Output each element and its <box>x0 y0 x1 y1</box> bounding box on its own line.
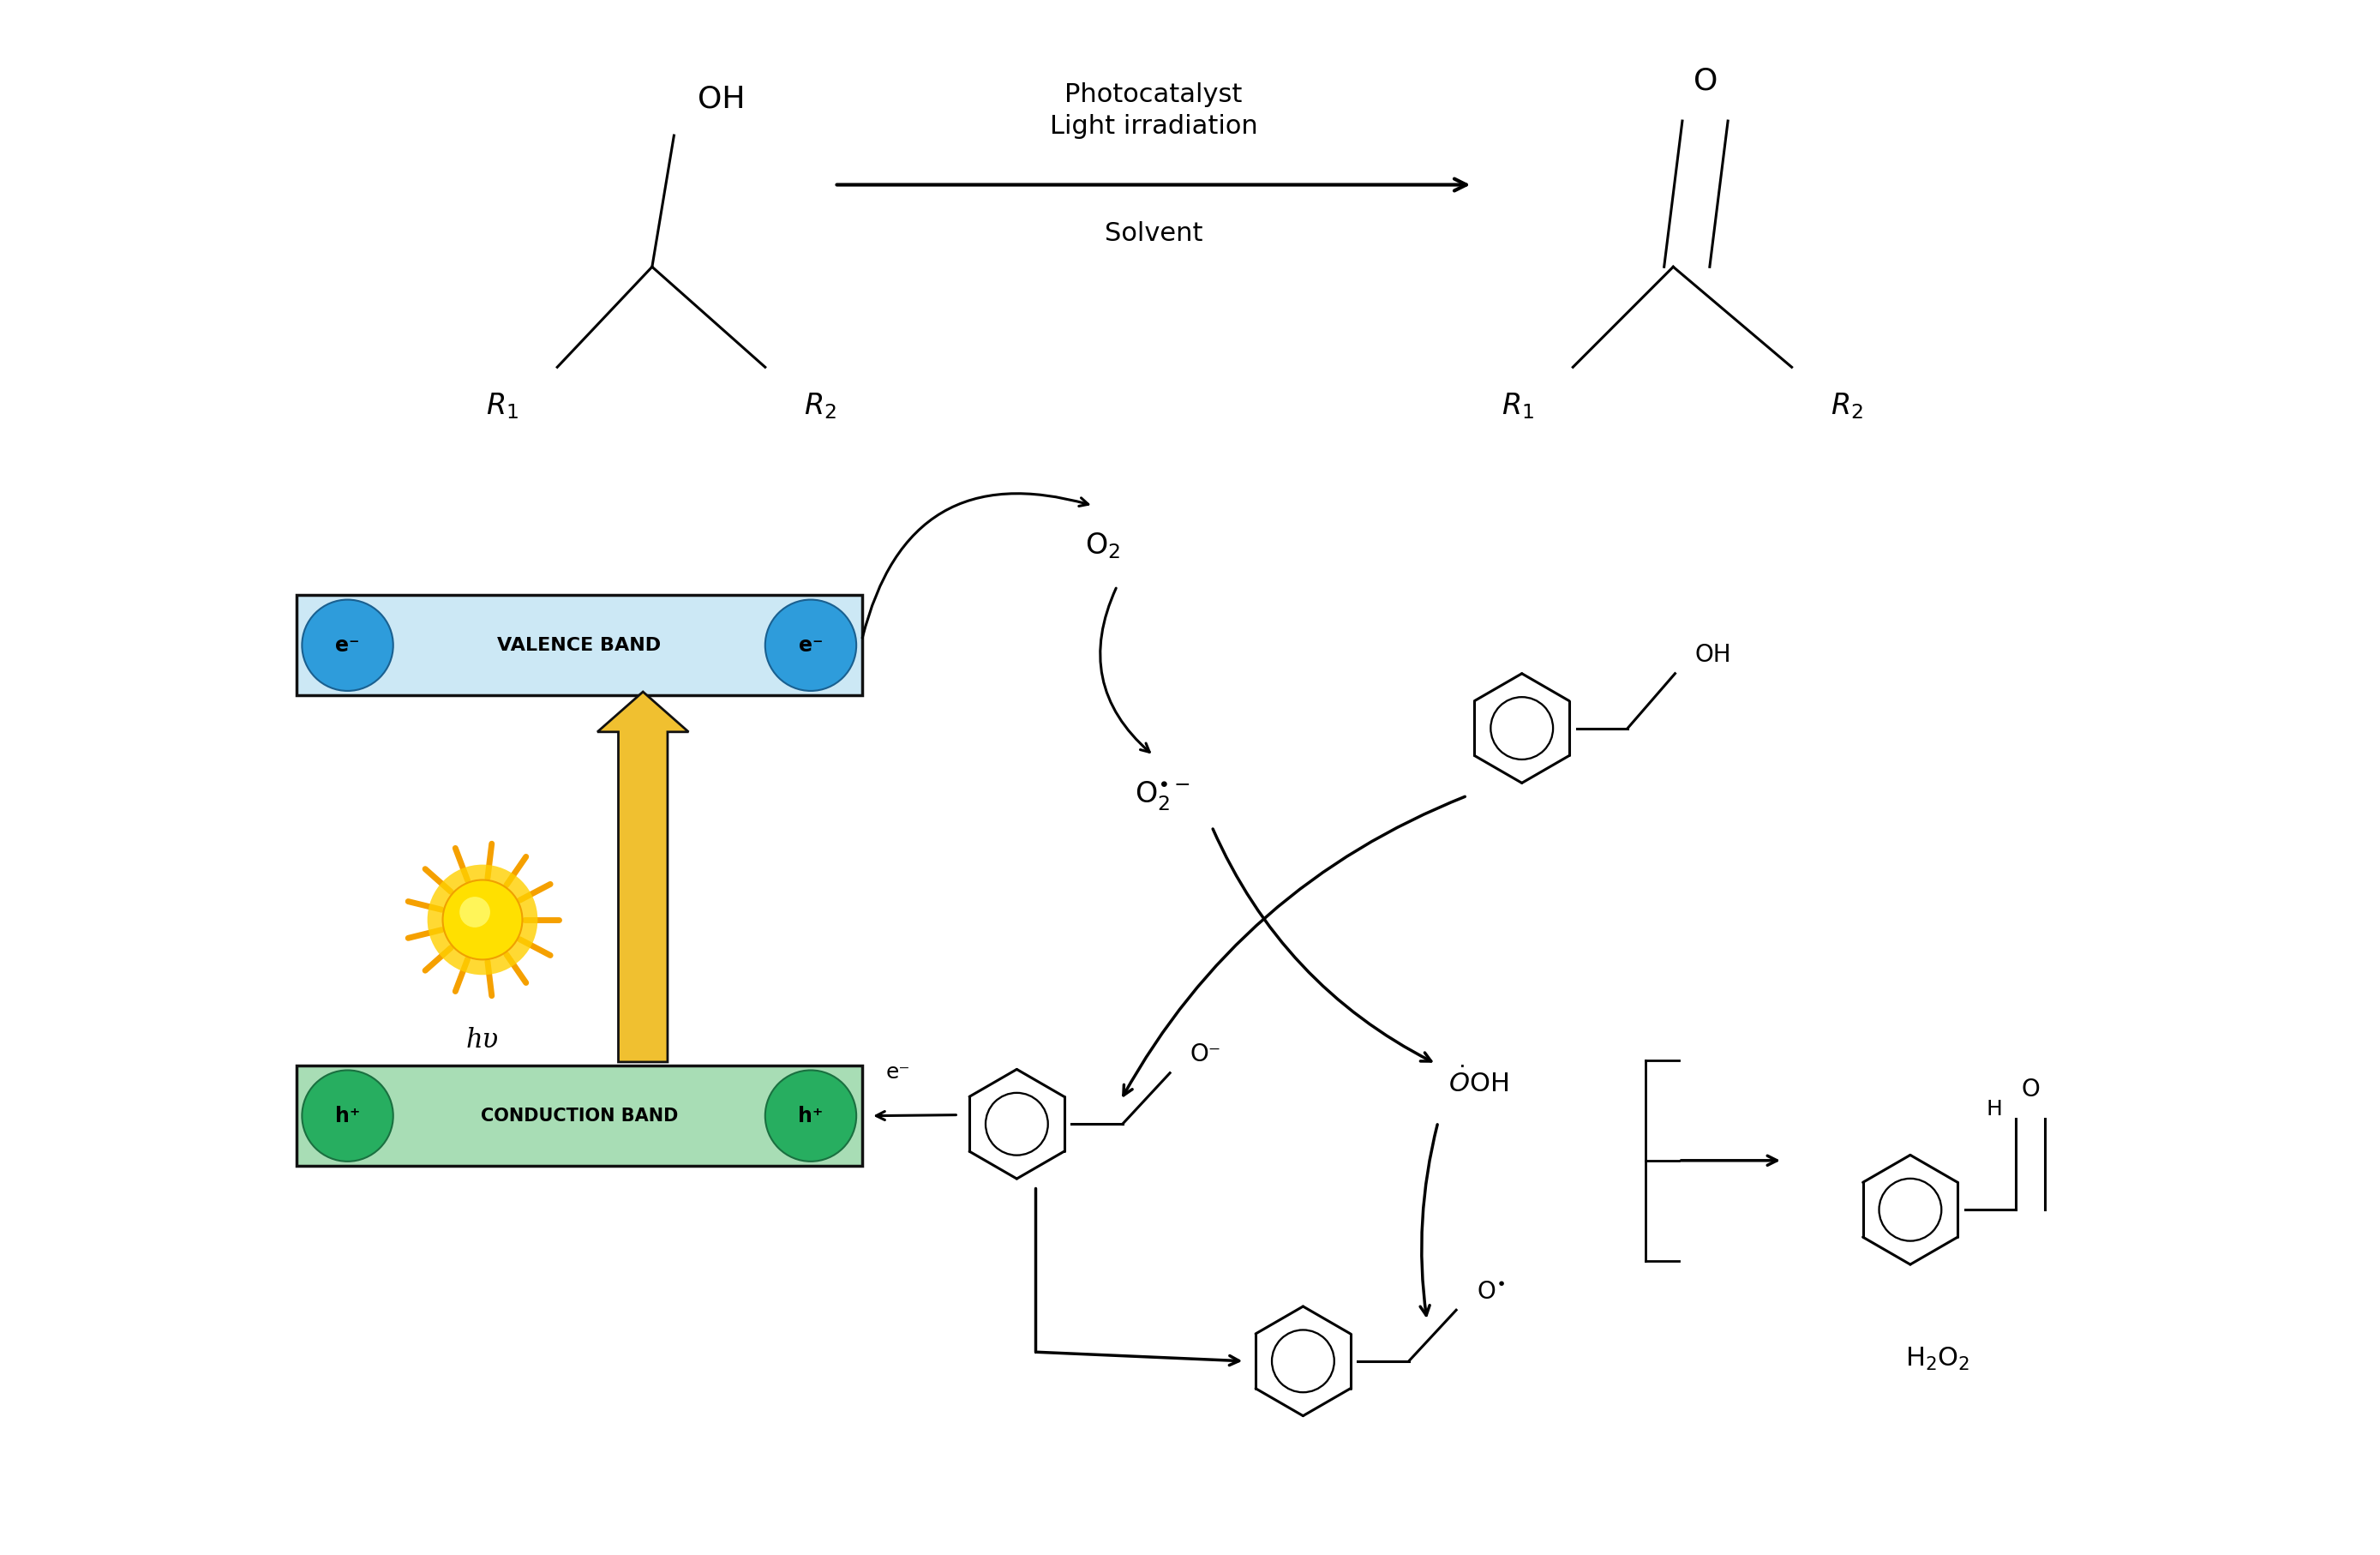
Text: h⁺: h⁺ <box>797 1106 823 1126</box>
Text: OH: OH <box>1695 644 1733 667</box>
Text: Solvent: Solvent <box>1104 221 1202 246</box>
Text: O⁻: O⁻ <box>1190 1043 1221 1067</box>
Text: O$_2^{\bullet -}$: O$_2^{\bullet -}$ <box>1135 779 1190 812</box>
Text: $R_2$: $R_2$ <box>1830 390 1864 420</box>
Text: O: O <box>2021 1078 2040 1101</box>
Circle shape <box>428 865 538 975</box>
Text: $R_1$: $R_1$ <box>486 390 519 420</box>
Text: CONDUCTION BAND: CONDUCTION BAND <box>481 1107 678 1124</box>
Text: O$_2$: O$_2$ <box>1085 530 1121 561</box>
Text: $R_1$: $R_1$ <box>1502 390 1535 420</box>
Text: e⁻: e⁻ <box>800 634 823 656</box>
Text: $R_2$: $R_2$ <box>804 390 835 420</box>
Circle shape <box>459 897 490 927</box>
FancyBboxPatch shape <box>298 596 862 695</box>
Circle shape <box>302 600 393 690</box>
Text: OH: OH <box>697 84 745 114</box>
Text: O: O <box>1695 67 1718 95</box>
Circle shape <box>764 600 857 690</box>
Text: H$_2$O$_2$: H$_2$O$_2$ <box>1906 1347 1971 1373</box>
Text: e⁻: e⁻ <box>885 1062 912 1082</box>
Circle shape <box>443 880 521 959</box>
Text: VALENCE BAND: VALENCE BAND <box>497 636 662 653</box>
Circle shape <box>764 1070 857 1162</box>
Text: h⁺: h⁺ <box>336 1106 359 1126</box>
Text: hυ: hυ <box>466 1028 500 1054</box>
Text: H: H <box>1985 1099 2002 1120</box>
Text: e⁻: e⁻ <box>336 634 359 656</box>
FancyArrow shape <box>597 692 688 1062</box>
Circle shape <box>302 1070 393 1162</box>
FancyBboxPatch shape <box>298 1065 862 1166</box>
Text: $\dot{O}$OH: $\dot{O}$OH <box>1447 1067 1509 1098</box>
Text: Photocatalyst
Light irradiation: Photocatalyst Light irradiation <box>1050 82 1257 138</box>
Text: O$^{\bullet}$: O$^{\bullet}$ <box>1476 1280 1504 1303</box>
